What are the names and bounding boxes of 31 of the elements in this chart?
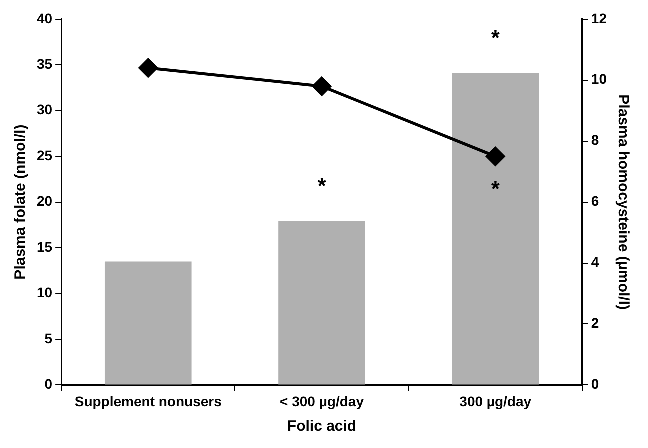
data-label: * — [491, 25, 500, 50]
data-label: * — [318, 174, 327, 199]
bar — [452, 73, 540, 385]
point — [486, 147, 506, 166]
y-tick-label: 30 — [36, 102, 53, 118]
bar — [278, 222, 366, 385]
x-tick-label: < 300 µg/day — [280, 393, 364, 410]
y2-tick-label: 8 — [591, 132, 600, 148]
x-tick-label: Supplement nonusers — [74, 393, 222, 410]
x-axis-title: Folic acid — [287, 418, 357, 436]
point — [138, 58, 158, 78]
y2-tick-label: 0 — [591, 376, 600, 392]
y-tick-label: 40 — [36, 10, 53, 26]
y-tick-label: 10 — [36, 284, 53, 301]
y-tick-label: 25 — [36, 147, 53, 164]
y2-tick-label: 6 — [591, 193, 600, 210]
y-tick-label: 20 — [36, 193, 53, 210]
bar — [104, 262, 192, 385]
y2-axis-title: Plasma homocysteine (µmol/l) — [614, 94, 632, 310]
y-tick-label: 5 — [44, 330, 53, 346]
data-label: * — [491, 176, 500, 202]
y-tick-label: 15 — [36, 238, 53, 255]
y-tick-label: 35 — [36, 56, 53, 72]
y-tick-label: 0 — [44, 376, 53, 392]
y2-tick-label: 12 — [591, 10, 608, 26]
y2-tick-label: 4 — [591, 254, 600, 270]
y-axis-title: Plasma folate (nmol/l) — [12, 124, 30, 280]
y2-tick-label: 2 — [591, 315, 600, 332]
y2-tick-label: 10 — [591, 71, 608, 88]
x-tick-label: 300 µg/day — [460, 393, 532, 410]
point — [312, 76, 332, 96]
